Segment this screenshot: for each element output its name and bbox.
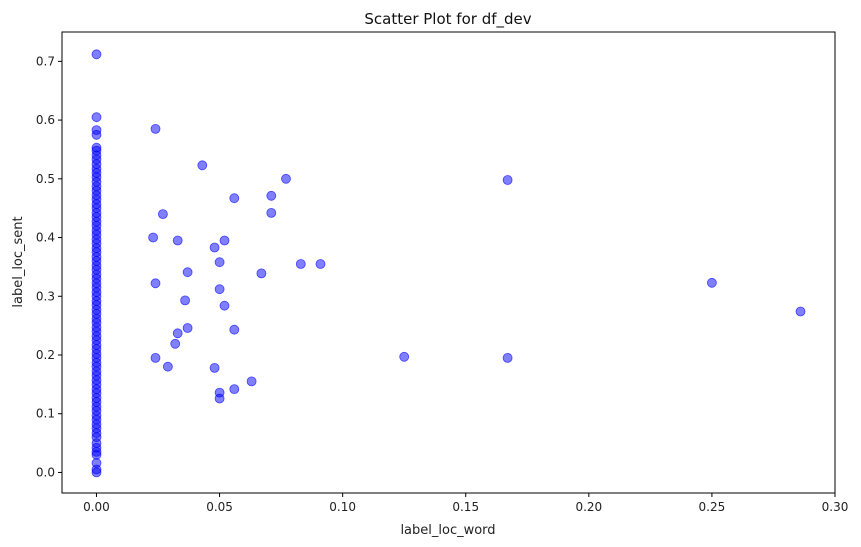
scatter-point bbox=[197, 160, 208, 171]
scatter-point bbox=[219, 235, 230, 246]
scatter-point bbox=[256, 268, 267, 279]
scatter-point bbox=[91, 129, 102, 140]
scatter-point bbox=[502, 352, 513, 363]
y-tick-label: 0.0 bbox=[36, 465, 55, 479]
x-tick-label: 0.05 bbox=[206, 500, 233, 514]
scatter-point bbox=[229, 193, 240, 204]
scatter-point bbox=[502, 175, 513, 185]
y-axis: 0.0 0.1 0.2 0.3 0.4 0.5 0.6 0.7 bbox=[36, 54, 62, 479]
x-tick-label: 0.25 bbox=[699, 500, 726, 514]
scatter-point bbox=[182, 323, 193, 333]
x-tick-label: 0.30 bbox=[822, 500, 849, 514]
x-tick-label: 0.00 bbox=[83, 500, 110, 514]
scatter-point bbox=[266, 190, 277, 201]
scatter-point bbox=[162, 361, 173, 372]
scatter-point bbox=[150, 352, 161, 363]
x-tick-label: 0.20 bbox=[575, 500, 602, 514]
chart-title: Scatter Plot for df_dev bbox=[364, 10, 531, 29]
y-tick-label: 0.6 bbox=[36, 113, 55, 127]
x-tick-label: 0.15 bbox=[452, 500, 479, 514]
scatter-point bbox=[172, 235, 183, 246]
scatter-point bbox=[229, 384, 240, 395]
scatter-point bbox=[182, 267, 193, 278]
scatter-point bbox=[281, 173, 291, 184]
y-tick-label: 0.3 bbox=[36, 289, 55, 303]
scatter-point bbox=[180, 295, 191, 306]
scatter-point bbox=[91, 112, 102, 123]
scatter-point bbox=[795, 306, 806, 317]
scatter-point bbox=[157, 209, 168, 220]
x-axis: 0.00 0.05 0.10 0.15 0.20 0.25 0.30 bbox=[83, 493, 848, 514]
y-tick-label: 0.7 bbox=[36, 54, 55, 68]
scatter-point bbox=[150, 123, 161, 134]
y-tick-label: 0.2 bbox=[36, 348, 55, 362]
scatter-point bbox=[707, 277, 717, 288]
scatter-point bbox=[295, 259, 306, 269]
scatter-point bbox=[315, 259, 326, 269]
scatter-point bbox=[214, 284, 225, 295]
scatter-point bbox=[214, 393, 225, 404]
scatter-point bbox=[399, 351, 410, 362]
scatter-point bbox=[91, 449, 102, 460]
scatter-point bbox=[229, 324, 240, 335]
y-tick-label: 0.4 bbox=[36, 231, 55, 245]
points-layer bbox=[91, 49, 806, 478]
scatter-point bbox=[150, 278, 161, 289]
y-axis-label: label_loc_sent bbox=[11, 216, 26, 307]
scatter-point bbox=[246, 376, 257, 387]
scatter-point bbox=[148, 232, 159, 243]
x-tick-label: 0.10 bbox=[329, 500, 356, 514]
scatter-point bbox=[209, 242, 220, 253]
y-tick-label: 0.1 bbox=[36, 407, 55, 421]
x-axis-label: label_loc_word bbox=[400, 523, 495, 538]
scatter-point bbox=[172, 328, 183, 339]
y-tick-label: 0.5 bbox=[36, 172, 55, 186]
scatter-point bbox=[219, 300, 230, 311]
scatter-point bbox=[214, 257, 225, 268]
scatter-point bbox=[91, 49, 102, 60]
scatter-point bbox=[170, 338, 181, 349]
scatter-point bbox=[266, 207, 277, 218]
plot-area bbox=[61, 31, 836, 494]
scatter-point bbox=[91, 467, 102, 478]
scatter-point bbox=[209, 362, 220, 373]
